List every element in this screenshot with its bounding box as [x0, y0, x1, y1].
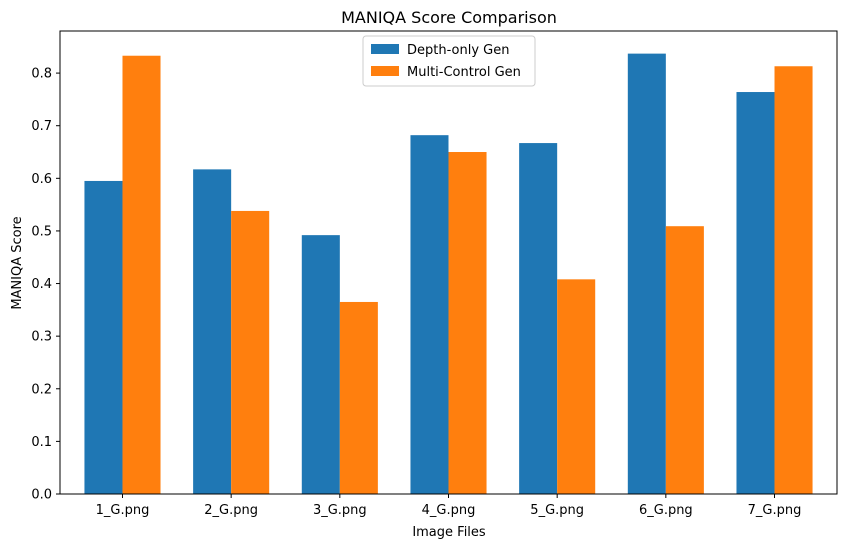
bar-multi-control-7: [774, 66, 813, 495]
legend-label: Depth-only Gen: [407, 43, 509, 58]
legend: Depth-only Gen Multi-Control Gen: [362, 35, 536, 87]
y-tick-label: 0.1: [31, 435, 52, 450]
bar-multi-control-6: [665, 226, 704, 494]
bar-depth-only-1: [84, 180, 123, 495]
bar-multi-control-2: [231, 210, 270, 494]
x-tick-label: 6_G.png: [639, 503, 693, 518]
bar-multi-control-5: [557, 279, 596, 494]
bar-depth-only-6: [627, 53, 666, 494]
y-tick-label: 0.6: [31, 172, 52, 187]
bar-multi-control-1: [122, 55, 161, 495]
legend-swatch: [371, 66, 399, 76]
x-tick-label: 4_G.png: [422, 503, 476, 518]
x-tick-label: 2_G.png: [204, 503, 258, 518]
x-axis-label: Image Files: [412, 525, 486, 540]
bar-depth-only-4: [410, 135, 449, 495]
bar-multi-control-3: [339, 301, 378, 494]
bar-multi-control-4: [448, 152, 487, 495]
x-tick-label: 5_G.png: [530, 503, 584, 518]
legend-swatch: [371, 44, 399, 54]
y-tick-label: 0.8: [31, 67, 52, 82]
y-tick-label: 0.7: [31, 119, 52, 134]
bar-depth-only-3: [301, 235, 340, 494]
ticks: 0.0 0.1 0.2 0.3 0.4 0.5 0.6 0.7 0.8 1_G.png 2_G.pn…: [31, 67, 801, 518]
y-tick-label: 0.5: [31, 224, 52, 239]
x-tick-label: 1_G.png: [96, 503, 150, 518]
bars: [84, 53, 813, 495]
legend-box: [362, 35, 536, 87]
y-axis-label: MANIQA Score: [10, 216, 25, 309]
y-tick-label: 0.3: [31, 330, 52, 345]
y-tick-label: 0.4: [31, 277, 52, 292]
bar-depth-only-2: [193, 169, 232, 494]
chart-title: MANIQA Score Comparison: [341, 8, 557, 27]
y-tick-label: 0.2: [31, 382, 52, 397]
x-tick-label: 7_G.png: [748, 503, 802, 518]
y-tick-label: 0.0: [31, 488, 52, 503]
bar-depth-only-5: [519, 143, 558, 494]
bar-depth-only-7: [736, 92, 775, 495]
x-tick-label: 3_G.png: [313, 503, 367, 518]
legend-label: Multi-Control Gen: [407, 65, 521, 80]
